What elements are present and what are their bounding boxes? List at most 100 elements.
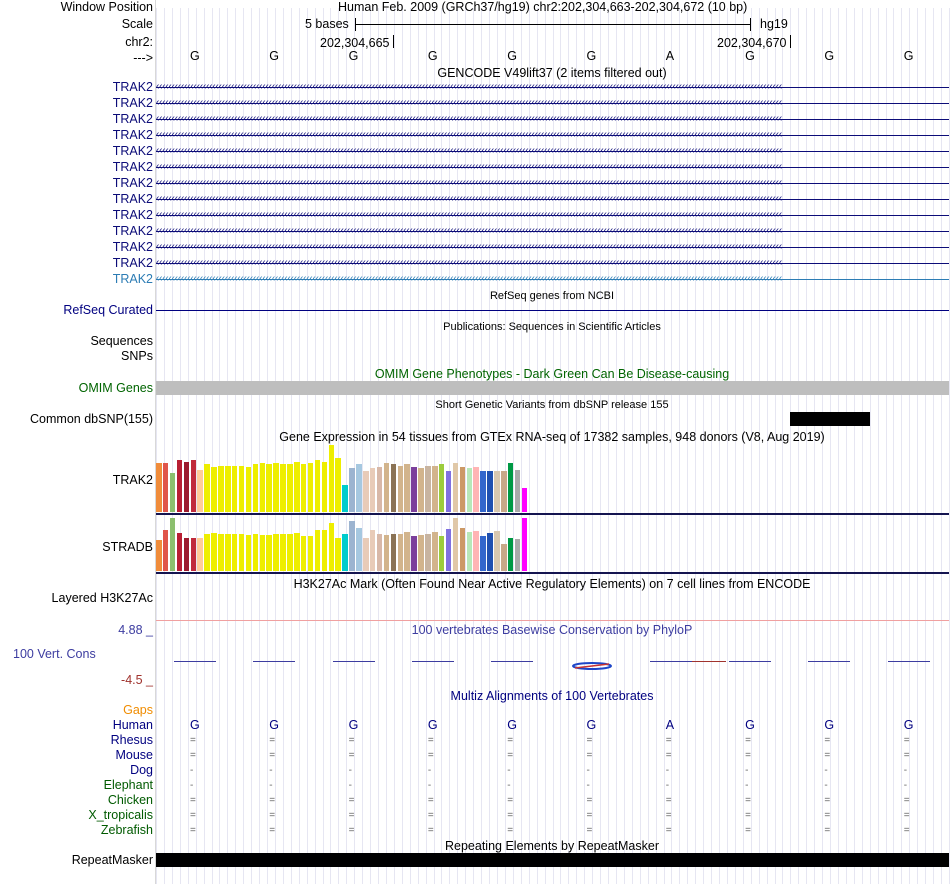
refseq-track-line[interactable]	[156, 310, 949, 311]
h3k27ac-label[interactable]: Layered H3K27Ac	[51, 591, 153, 605]
gtex-bar[interactable]	[176, 460, 183, 512]
gtex-bar[interactable]	[307, 463, 314, 512]
gtex-bar[interactable]	[397, 534, 403, 571]
gtex-bar[interactable]	[169, 473, 176, 512]
gencode-gene-label[interactable]: TRAK2	[112, 208, 153, 222]
phylop-mark[interactable]	[411, 661, 454, 662]
gtex-gene-label-stradb[interactable]: STRADB	[102, 540, 153, 554]
gtex-bar[interactable]	[294, 533, 300, 571]
gtex-bar[interactable]	[383, 463, 390, 512]
gencode-transcript[interactable]: ‹‹‹‹‹‹‹‹‹‹‹‹‹‹‹‹‹‹‹‹‹‹‹‹‹‹‹‹‹‹‹‹‹‹‹‹‹‹‹‹…	[156, 241, 949, 255]
gtex-bar[interactable]	[245, 467, 252, 512]
gtex-bar[interactable]	[432, 532, 438, 571]
gtex-bar[interactable]	[521, 488, 528, 512]
gencode-gene-label[interactable]: TRAK2	[112, 192, 153, 206]
gtex-bar[interactable]	[218, 534, 224, 571]
gtex-bar[interactable]	[321, 530, 328, 571]
phylop-mark[interactable]	[174, 661, 216, 662]
gtex-bar[interactable]	[211, 533, 217, 571]
gtex-bar[interactable]	[438, 464, 445, 512]
gencode-transcript[interactable]: ‹‹‹‹‹‹‹‹‹‹‹‹‹‹‹‹‹‹‹‹‹‹‹‹‹‹‹‹‹‹‹‹‹‹‹‹‹‹‹‹…	[156, 225, 949, 239]
gtex-bar[interactable]	[259, 463, 265, 512]
gtex-bar[interactable]	[238, 534, 245, 571]
gencode-gene-label[interactable]: TRAK2	[112, 160, 153, 174]
gtex-bar[interactable]	[273, 463, 279, 512]
gtex-bar[interactable]	[356, 464, 362, 512]
gtex-bar[interactable]	[156, 463, 162, 512]
gtex-bar[interactable]	[231, 534, 238, 571]
omim-track-bar[interactable]	[156, 381, 949, 395]
gtex-bar[interactable]	[335, 538, 341, 571]
gtex-bar[interactable]	[390, 534, 397, 571]
gtex-bar[interactable]	[238, 466, 245, 512]
gtex-bar[interactable]	[404, 464, 410, 512]
gtex-bar[interactable]	[314, 460, 321, 512]
gtex-bar[interactable]	[294, 462, 300, 512]
gtex-bar[interactable]	[342, 485, 348, 512]
gtex-bar[interactable]	[438, 536, 445, 571]
gtex-bar[interactable]	[397, 466, 403, 512]
gtex-bar[interactable]	[473, 531, 479, 571]
gtex-bar[interactable]	[259, 535, 265, 571]
gtex-bar[interactable]	[376, 467, 383, 512]
dbsnp-variant-block[interactable]	[790, 412, 870, 426]
gtex-bar[interactable]	[521, 518, 528, 571]
gtex-bar[interactable]	[466, 532, 472, 571]
gencode-transcript[interactable]: ‹‹‹‹‹‹‹‹‹‹‹‹‹‹‹‹‹‹‹‹‹‹‹‹‹‹‹‹‹‹‹‹‹‹‹‹‹‹‹‹…	[156, 257, 949, 271]
omim-label[interactable]: OMIM Genes	[78, 381, 153, 395]
gtex-bar[interactable]	[404, 532, 410, 571]
gencode-gene-label[interactable]: TRAK2	[112, 128, 153, 142]
gtex-bar[interactable]	[507, 463, 514, 512]
gencode-gene-label[interactable]: TRAK2	[112, 176, 153, 190]
gtex-bar[interactable]	[459, 528, 466, 571]
gtex-bar[interactable]	[452, 463, 459, 512]
phylop-mark[interactable]	[808, 661, 851, 662]
gtex-bar[interactable]	[418, 468, 424, 512]
multiz-species-label[interactable]: X_tropicalis	[88, 808, 153, 822]
multiz-species-label[interactable]: Rhesus	[110, 733, 153, 747]
gtex-bar[interactable]	[349, 468, 355, 512]
gtex-bar[interactable]	[280, 464, 286, 512]
gtex-bar[interactable]	[487, 471, 493, 512]
gtex-bar[interactable]	[445, 471, 452, 512]
gtex-bar[interactable]	[225, 534, 231, 571]
phylop-mark[interactable]	[887, 661, 930, 662]
gtex-bar[interactable]	[363, 538, 369, 571]
gtex-bar[interactable]	[507, 538, 514, 571]
gtex-bar[interactable]	[452, 518, 459, 571]
gtex-bar[interactable]	[156, 540, 162, 571]
gtex-bar[interactable]	[211, 467, 217, 512]
multiz-species-label[interactable]: Elephant	[103, 778, 153, 792]
gencode-transcript[interactable]: ‹‹‹‹‹‹‹‹‹‹‹‹‹‹‹‹‹‹‹‹‹‹‹‹‹‹‹‹‹‹‹‹‹‹‹‹‹‹‹‹…	[156, 113, 949, 127]
gtex-bar[interactable]	[218, 466, 224, 512]
gencode-transcript[interactable]: ‹‹‹‹‹‹‹‹‹‹‹‹‹‹‹‹‹‹‹‹‹‹‹‹‹‹‹‹‹‹‹‹‹‹‹‹‹‹‹‹…	[156, 145, 949, 159]
gtex-bar[interactable]	[197, 470, 203, 512]
gencode-transcript[interactable]: ‹‹‹‹‹‹‹‹‹‹‹‹‹‹‹‹‹‹‹‹‹‹‹‹‹‹‹‹‹‹‹‹‹‹‹‹‹‹‹‹…	[156, 161, 949, 175]
gtex-bar[interactable]	[411, 467, 417, 512]
gtex-bar[interactable]	[231, 466, 238, 512]
gtex-bar[interactable]	[459, 467, 466, 512]
gencode-transcript[interactable]: ‹‹‹‹‹‹‹‹‹‹‹‹‹‹‹‹‹‹‹‹‹‹‹‹‹‹‹‹‹‹‹‹‹‹‹‹‹‹‹‹…	[156, 273, 949, 287]
gtex-bar[interactable]	[418, 535, 424, 571]
gtex-bar[interactable]	[342, 534, 348, 571]
gtex-bar[interactable]	[273, 534, 279, 571]
gencode-transcript[interactable]: ‹‹‹‹‹‹‹‹‹‹‹‹‹‹‹‹‹‹‹‹‹‹‹‹‹‹‹‹‹‹‹‹‹‹‹‹‹‹‹‹…	[156, 193, 949, 207]
gtex-gene-label-trak2[interactable]: TRAK2	[112, 473, 153, 487]
gtex-bar[interactable]	[473, 467, 479, 512]
gtex-bar[interactable]	[487, 533, 493, 571]
gtex-bar[interactable]	[369, 468, 376, 512]
multiz-species-label[interactable]: Dog	[130, 763, 153, 777]
gtex-bar[interactable]	[162, 463, 169, 512]
gtex-bar[interactable]	[363, 471, 369, 512]
gtex-bar[interactable]	[252, 534, 259, 571]
gtex-bar[interactable]	[197, 538, 203, 571]
gencode-transcript[interactable]: ‹‹‹‹‹‹‹‹‹‹‹‹‹‹‹‹‹‹‹‹‹‹‹‹‹‹‹‹‹‹‹‹‹‹‹‹‹‹‹‹…	[156, 97, 949, 111]
gtex-bar[interactable]	[307, 536, 314, 571]
gencode-gene-label[interactable]: TRAK2	[112, 80, 153, 94]
multiz-species-label[interactable]: Human	[112, 718, 153, 732]
gtex-bar[interactable]	[300, 464, 307, 512]
gtex-bar[interactable]	[376, 534, 383, 571]
gtex-bar[interactable]	[300, 536, 307, 571]
gtex-bar[interactable]	[432, 466, 438, 512]
gtex-bar[interactable]	[225, 466, 231, 512]
